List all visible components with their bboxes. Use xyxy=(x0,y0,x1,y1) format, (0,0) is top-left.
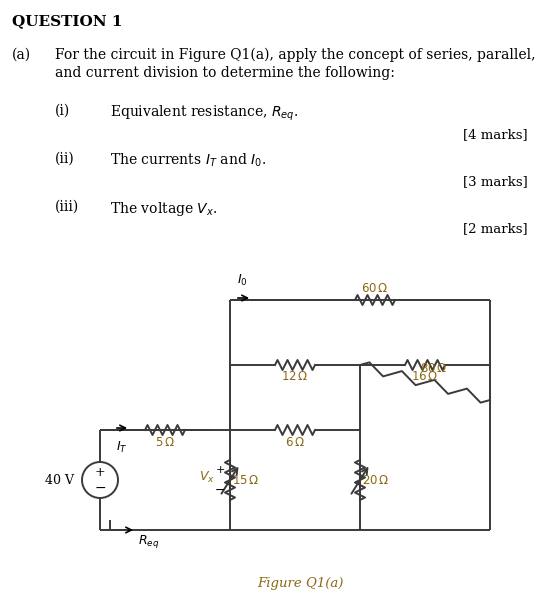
Text: (ii): (ii) xyxy=(55,152,75,166)
Text: $R_{eq}$: $R_{eq}$ xyxy=(138,533,160,550)
Text: −: − xyxy=(215,483,225,496)
Text: (a): (a) xyxy=(12,48,31,62)
Text: The voltage $V_x$.: The voltage $V_x$. xyxy=(110,200,217,218)
Text: The currents $I_T$ and $I_0$.: The currents $I_T$ and $I_0$. xyxy=(110,152,266,169)
Text: −: − xyxy=(94,481,106,495)
Text: $80\,\Omega$: $80\,\Omega$ xyxy=(420,362,447,376)
Text: 40 V: 40 V xyxy=(45,474,74,486)
Text: [2 marks]: [2 marks] xyxy=(464,222,528,235)
Text: For the circuit in Figure Q1(a), apply the concept of series, parallel, voltage : For the circuit in Figure Q1(a), apply t… xyxy=(55,48,539,63)
Text: Figure Q1(a): Figure Q1(a) xyxy=(257,577,343,590)
Text: $15\,\Omega$: $15\,\Omega$ xyxy=(232,474,260,486)
Text: QUESTION 1: QUESTION 1 xyxy=(12,14,122,28)
Text: $5\,\Omega$: $5\,\Omega$ xyxy=(155,436,175,448)
Text: (i): (i) xyxy=(55,104,70,118)
Text: $20\,\Omega$: $20\,\Omega$ xyxy=(362,474,390,486)
Text: [4 marks]: [4 marks] xyxy=(464,128,528,141)
Text: $I_T$: $I_T$ xyxy=(116,440,128,455)
Text: +: + xyxy=(216,465,225,475)
Text: [3 marks]: [3 marks] xyxy=(463,175,528,188)
Text: $12\,\Omega$: $12\,\Omega$ xyxy=(281,370,309,383)
Text: (iii): (iii) xyxy=(55,200,79,214)
Text: +: + xyxy=(95,466,105,478)
Text: and current division to determine the following:: and current division to determine the fo… xyxy=(55,66,395,80)
Text: $I_0$: $I_0$ xyxy=(237,273,247,288)
Text: $16\,\Omega$: $16\,\Omega$ xyxy=(411,370,439,383)
Text: $6\,\Omega$: $6\,\Omega$ xyxy=(285,436,305,448)
Text: Equivalent resistance, $R_{eq}$.: Equivalent resistance, $R_{eq}$. xyxy=(110,104,299,123)
Text: $V_x$: $V_x$ xyxy=(199,469,215,484)
Text: $60\,\Omega$: $60\,\Omega$ xyxy=(361,281,389,294)
